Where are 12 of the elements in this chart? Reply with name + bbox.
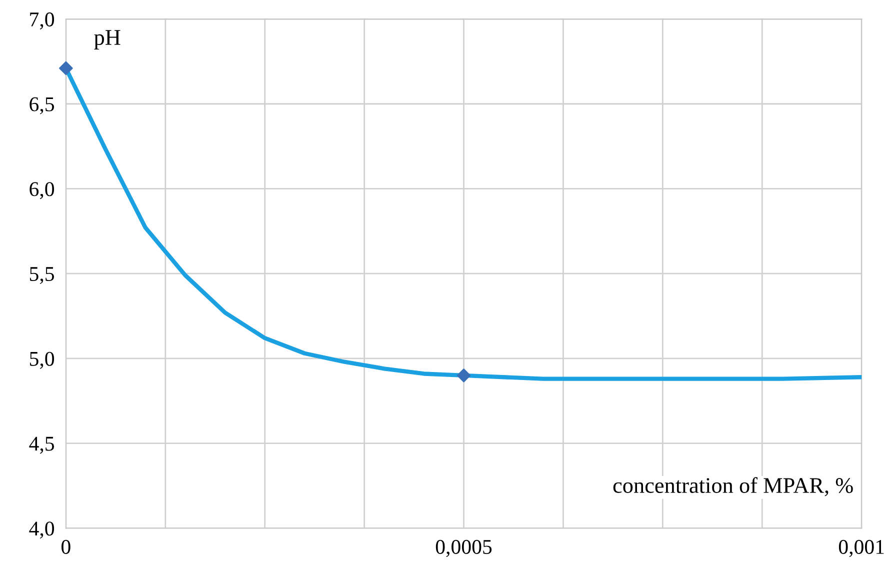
- y-axis-title: pH: [94, 30, 120, 50]
- x-axis-title: concentration of MPAR, %: [613, 477, 853, 496]
- y-tick-label: 6,0: [30, 182, 54, 200]
- y-tick-label: 6,5: [30, 97, 54, 114]
- x-tick-label: 0: [62, 540, 70, 554]
- y-tick-label: 4,5: [29, 436, 54, 454]
- y-tick-label: 5,0: [30, 352, 54, 369]
- x-tick-label: 0,001: [838, 540, 884, 557]
- x-tick-label: 0,0005: [436, 540, 492, 557]
- y-tick-label: 4,0: [29, 522, 54, 539]
- y-tick-label: 5,5: [30, 267, 54, 284]
- y-tick-label: 7,0: [30, 12, 54, 30]
